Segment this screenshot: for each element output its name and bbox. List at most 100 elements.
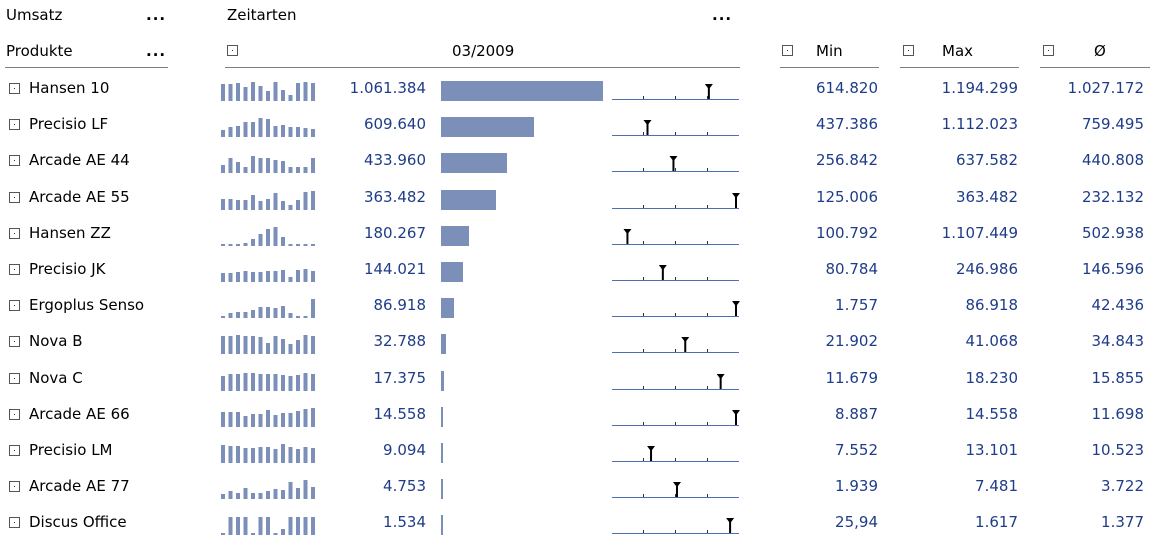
min-cell: 80.784 [825,260,879,278]
sparkline-bar [266,271,270,282]
table-row: Arcade AE 44 433.960 256.842 637.582 440.808 [0,143,1160,179]
sparkline-bar [273,414,278,427]
avg-header: Ø [1094,42,1106,60]
row-expand-icon[interactable] [9,155,20,167]
sparkline-bar [258,233,263,246]
sparkline-bar [303,128,308,138]
row-expand-icon[interactable] [9,445,20,456]
row-expand-icon[interactable] [9,191,20,203]
range-indicator [612,518,739,535]
value-bar [441,153,508,174]
sparkline-bar [258,200,263,210]
row-expand-icon[interactable] [9,119,20,131]
range-marker [658,265,667,280]
row-expand-icon[interactable] [9,336,20,348]
sparkline-bar [221,165,225,174]
row-expand-icon[interactable] [9,227,20,239]
sparkline-bar [221,411,225,427]
avg-expand-icon[interactable] [1043,45,1054,56]
product-name[interactable]: Precisio LM [29,441,113,459]
product-name[interactable]: Arcade AE 66 [29,404,130,423]
min-cell: 21.902 [825,332,879,351]
sparkline-bar [296,316,300,319]
product-name[interactable]: Arcade AE 55 [29,187,130,206]
max-cell: 1.194.299 [941,79,1018,97]
sparkline-bar [221,316,225,319]
product-name[interactable]: Nova B [29,332,83,351]
sparkline-bar [258,447,263,463]
product-name[interactable]: Arcade AE 77 [29,477,130,496]
table-row: Hansen ZZ 180.267 100.792 1.107.449 502.938 [0,216,1160,252]
sparkline [221,299,315,319]
period-expand-icon[interactable] [227,45,238,56]
header-divider [225,67,740,68]
avg-cell: 42.436 [1091,296,1145,315]
sparkline-bar [273,336,278,355]
row-expand-icon[interactable] [9,372,20,384]
sparkline-bar [243,336,248,355]
measure-menu-button[interactable]: ... [146,6,167,24]
value-bar [441,334,447,355]
sparkline-bar [221,375,225,391]
sparkline-bar [303,269,308,282]
sparkline-bar [258,337,263,355]
range-indicator [612,482,739,499]
row-expand-icon[interactable] [9,264,20,275]
row-expand-icon[interactable] [9,300,20,312]
min-expand-icon[interactable] [782,45,793,56]
sparkline-bar [311,517,315,536]
sparkline-bar [228,198,233,210]
sparkline-bar [311,336,315,355]
product-name[interactable]: Precisio LF [29,115,109,134]
row-expand-icon[interactable] [9,481,20,493]
sparkline-bar [288,313,293,319]
product-name[interactable]: Ergoplus Senso [29,296,145,315]
range-marker [681,337,690,353]
product-name[interactable]: Hansen ZZ [29,223,111,242]
sparkline-bar [258,517,263,536]
product-name[interactable]: Hansen 10 [29,79,110,97]
sparkline-bar [273,271,278,282]
sparkline-bar [296,167,300,174]
max-header: Max [942,42,974,60]
max-cell: 1.112.023 [941,115,1018,134]
value-bar [441,479,443,500]
sparkline-bar [288,344,293,355]
product-name[interactable]: Arcade AE 44 [29,151,130,170]
sparkline-bar [236,446,240,463]
products-menu-button[interactable]: ... [146,42,167,60]
sparkline-bar [236,373,240,391]
time-type-menu-button[interactable]: ... [712,6,733,24]
sparkline-bar [281,306,285,319]
product-name[interactable]: Precisio JK [29,260,106,278]
sparkline-bar [266,158,270,174]
sparkline-bar [228,446,233,463]
sparkline-bar [251,194,255,210]
range-indicator [612,301,740,318]
sparkline-bar [311,190,315,210]
sparkline-bar [266,343,270,355]
sparkline-bar [296,374,300,391]
range-indicator [612,373,739,390]
sparkline-bar [258,493,263,500]
sparkline-bar [281,200,285,210]
product-name[interactable]: Nova C [29,368,83,387]
sparkline-bar [258,158,263,174]
product-name[interactable]: Discus Office [29,513,127,532]
value-bar [441,117,534,138]
row-expand-icon[interactable] [9,83,20,94]
period-header: 03/2009 [452,42,515,60]
sparkline-bar [281,90,285,101]
row-expand-icon[interactable] [9,408,20,420]
sparkline-bar [273,82,278,101]
sparkline-bar [296,340,300,355]
value-bar [441,298,455,319]
sparkline-bar [296,243,300,246]
range-indicator [612,156,739,173]
sparkline-bar [303,316,308,319]
sparkline-bar [296,517,300,536]
max-expand-icon[interactable] [903,45,914,56]
row-expand-icon[interactable] [9,517,20,529]
sparkline-bar [221,243,225,246]
value-cell: 9.094 [383,441,426,459]
